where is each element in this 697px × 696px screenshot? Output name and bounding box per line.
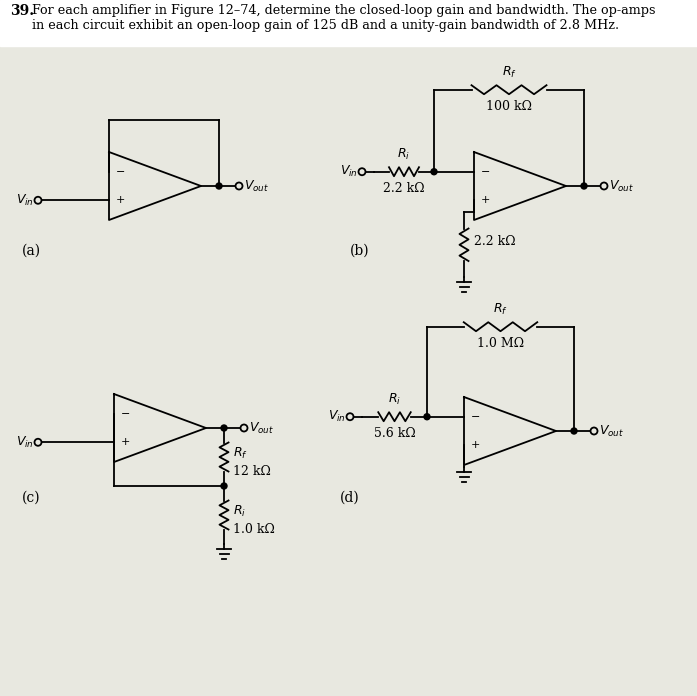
Circle shape bbox=[601, 182, 608, 189]
Text: 5.6 kΩ: 5.6 kΩ bbox=[374, 427, 415, 440]
Circle shape bbox=[590, 427, 597, 434]
Text: $V_{out}$: $V_{out}$ bbox=[249, 420, 274, 436]
Text: For each amplifier in Figure 12–74, determine the closed-loop gain and bandwidth: For each amplifier in Figure 12–74, dete… bbox=[32, 4, 655, 17]
Bar bbox=[0, 0, 697, 46]
Text: (a): (a) bbox=[22, 244, 41, 258]
Text: 100 kΩ: 100 kΩ bbox=[486, 100, 532, 113]
Text: +: + bbox=[121, 437, 130, 448]
Circle shape bbox=[424, 413, 430, 420]
Text: in each circuit exhibit an open-loop gain of 125 dB and a unity-gain bandwidth o: in each circuit exhibit an open-loop gai… bbox=[32, 19, 619, 32]
Text: $V_{in}$: $V_{in}$ bbox=[16, 435, 34, 450]
Text: $R_f$: $R_f$ bbox=[493, 301, 508, 317]
Text: $R_i$: $R_i$ bbox=[397, 147, 411, 161]
Circle shape bbox=[221, 425, 227, 431]
Circle shape bbox=[571, 428, 577, 434]
Text: −: − bbox=[116, 167, 125, 177]
Text: $V_{out}$: $V_{out}$ bbox=[609, 178, 634, 193]
Circle shape bbox=[221, 483, 227, 489]
Circle shape bbox=[581, 183, 587, 189]
Text: $V_{in}$: $V_{in}$ bbox=[340, 164, 358, 180]
Text: −: − bbox=[471, 412, 480, 422]
Circle shape bbox=[240, 425, 247, 432]
Text: (d): (d) bbox=[340, 491, 360, 505]
Text: $R_f$: $R_f$ bbox=[502, 65, 516, 80]
Text: −: − bbox=[481, 167, 491, 177]
Text: 1.0 kΩ: 1.0 kΩ bbox=[233, 523, 275, 536]
Circle shape bbox=[34, 197, 42, 204]
Circle shape bbox=[346, 413, 353, 420]
Text: $V_{out}$: $V_{out}$ bbox=[244, 178, 269, 193]
Text: +: + bbox=[116, 196, 125, 205]
Circle shape bbox=[236, 182, 243, 189]
Circle shape bbox=[431, 168, 437, 175]
Text: $R_i$: $R_i$ bbox=[388, 392, 401, 406]
Circle shape bbox=[358, 168, 365, 175]
Text: (c): (c) bbox=[22, 491, 40, 505]
Circle shape bbox=[216, 183, 222, 189]
Text: +: + bbox=[471, 441, 480, 450]
Text: $V_{in}$: $V_{in}$ bbox=[328, 409, 346, 425]
Text: $R_f$: $R_f$ bbox=[233, 445, 248, 461]
Circle shape bbox=[34, 438, 42, 445]
Text: +: + bbox=[481, 196, 491, 205]
Text: $V_{out}$: $V_{out}$ bbox=[599, 423, 624, 438]
Text: (b): (b) bbox=[350, 244, 369, 258]
Text: 2.2 kΩ: 2.2 kΩ bbox=[474, 235, 516, 248]
Text: $V_{in}$: $V_{in}$ bbox=[16, 193, 34, 208]
Text: $R_i$: $R_i$ bbox=[233, 503, 246, 519]
Text: 1.0 MΩ: 1.0 MΩ bbox=[477, 337, 524, 349]
Text: 12 kΩ: 12 kΩ bbox=[233, 465, 271, 478]
Text: 39.: 39. bbox=[10, 4, 34, 18]
Text: 2.2 kΩ: 2.2 kΩ bbox=[383, 182, 424, 195]
Text: −: − bbox=[121, 409, 130, 419]
